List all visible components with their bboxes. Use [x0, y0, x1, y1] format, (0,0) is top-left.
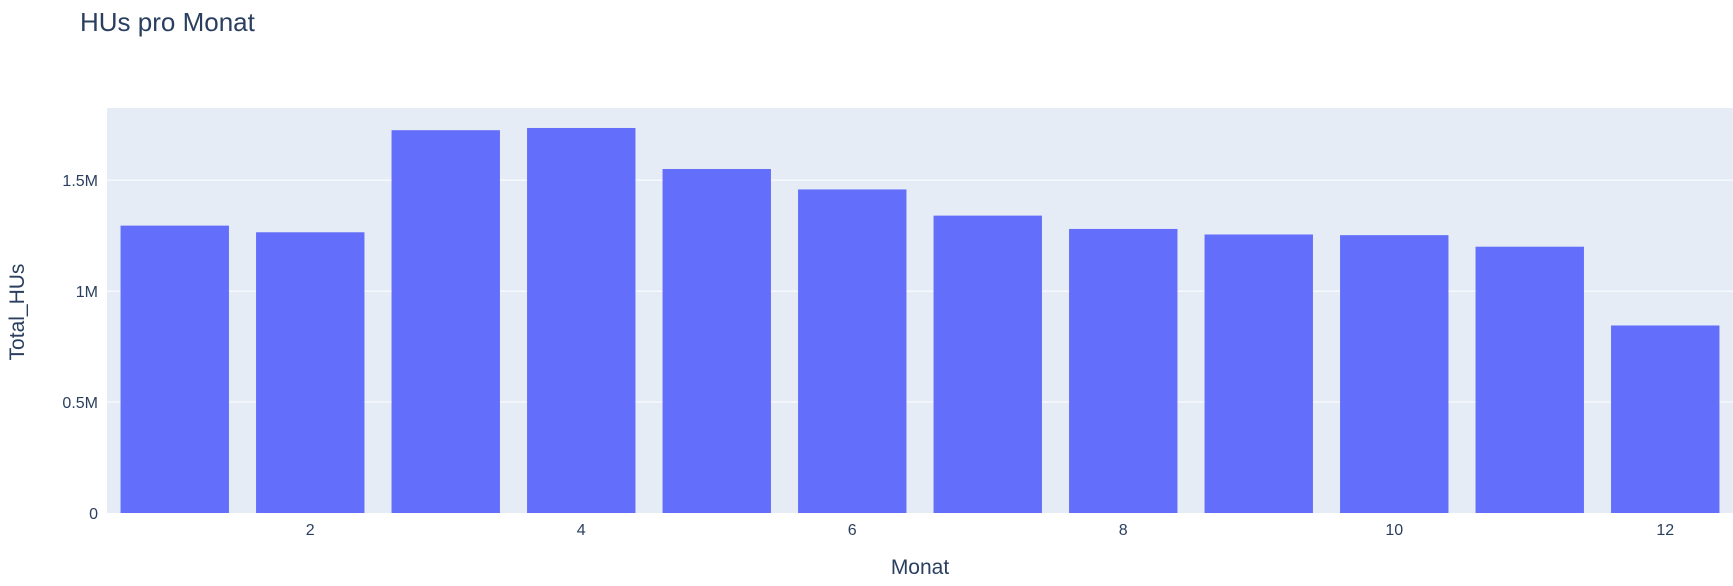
bar [933, 215, 1042, 514]
x-tick-label: 2 [306, 522, 315, 539]
bar [1340, 235, 1449, 513]
bar [662, 169, 771, 513]
x-tick-label: 10 [1385, 522, 1403, 539]
x-axis-title: Monat [891, 556, 950, 579]
bar [1069, 228, 1178, 514]
bar [1204, 234, 1313, 513]
chart-title: HUs pro Monat [80, 7, 256, 37]
y-tick-label: 0 [89, 506, 98, 523]
x-tick-label: 6 [848, 522, 857, 539]
y-tick-label: 1M [76, 284, 98, 301]
bar [798, 189, 907, 513]
bar [256, 232, 365, 513]
bar [1475, 246, 1584, 514]
plot-area [107, 108, 1733, 513]
bar [391, 130, 500, 514]
bar [527, 127, 636, 514]
y-tick-label: 0.5M [62, 395, 98, 412]
x-tick-label: 4 [577, 522, 586, 539]
y-tick-label: 1.5M [62, 173, 98, 190]
x-tick-label: 12 [1656, 522, 1674, 539]
x-tick-label: 8 [1119, 522, 1128, 539]
bar [120, 225, 229, 513]
bar [1611, 325, 1720, 513]
y-axis-title: Total_HUs [6, 264, 29, 361]
